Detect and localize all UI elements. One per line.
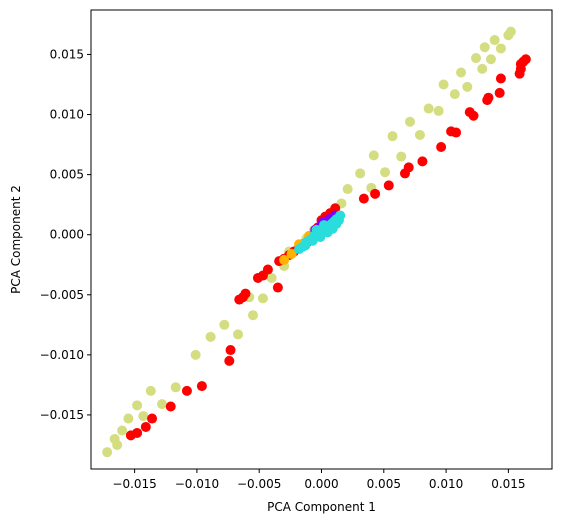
data-point <box>225 345 236 356</box>
x-tick-label: 0.015 <box>491 477 525 491</box>
data-point <box>438 79 449 90</box>
data-point <box>423 103 434 114</box>
data-point <box>433 105 444 116</box>
y-axis-ticks: −0.015 −0.010 −0.005 0.000 0.005 0.010 0.015 <box>40 47 91 422</box>
data-point <box>404 116 415 127</box>
data-point <box>471 53 481 64</box>
data-point <box>387 131 398 142</box>
data-point <box>205 331 216 342</box>
data-point <box>342 184 353 195</box>
data-point <box>396 151 407 162</box>
y-tick-label: 0.010 <box>50 108 84 122</box>
data-point <box>495 43 506 54</box>
data-point <box>157 399 168 410</box>
data-point <box>451 127 462 138</box>
data-point <box>219 319 230 330</box>
data-point <box>307 235 318 246</box>
x-axis-ticks: −0.015 −0.010 −0.005 0.000 0.005 0.010 0.015 <box>112 469 526 491</box>
data-point <box>102 447 113 458</box>
data-point <box>190 349 201 360</box>
data-point <box>383 180 394 191</box>
data-point <box>181 385 192 396</box>
data-point <box>145 385 156 396</box>
x-tick-label: 0.005 <box>367 477 401 491</box>
data-point <box>330 203 341 214</box>
y-axis-label: PCA Component 2 <box>9 185 23 294</box>
data-point <box>286 248 297 259</box>
data-point <box>138 411 149 422</box>
data-point <box>233 329 244 340</box>
data-point <box>355 168 366 179</box>
data-point <box>403 162 414 173</box>
data-point <box>477 63 488 74</box>
y-tick-label: 0.015 <box>50 47 84 61</box>
data-point <box>414 129 425 140</box>
x-tick-label: −0.010 <box>175 477 219 491</box>
data-point <box>380 167 391 178</box>
data-point <box>112 439 123 450</box>
y-tick-label: 0.005 <box>50 168 84 182</box>
data-point <box>262 264 273 275</box>
data-points <box>102 26 531 458</box>
data-point <box>494 87 505 98</box>
y-tick-label: 0.000 <box>50 228 84 242</box>
x-axis-label: PCA Component 1 <box>267 500 376 514</box>
data-point <box>483 92 494 103</box>
data-point <box>257 293 268 304</box>
data-point <box>468 110 479 121</box>
data-point <box>456 67 467 78</box>
x-tick-label: 0.000 <box>304 477 338 491</box>
data-point <box>140 421 151 432</box>
data-point <box>485 54 496 65</box>
data-point <box>196 381 207 392</box>
data-point <box>462 81 473 92</box>
data-point <box>358 193 369 204</box>
y-tick-label: −0.015 <box>40 408 84 422</box>
data-point <box>147 413 158 424</box>
data-point <box>436 141 447 152</box>
data-point <box>311 224 322 235</box>
data-point <box>335 210 346 221</box>
data-point <box>300 240 311 251</box>
data-point <box>132 400 143 411</box>
data-point <box>132 427 143 438</box>
data-point <box>505 26 516 37</box>
data-point <box>165 401 176 412</box>
data-point <box>417 156 428 167</box>
data-point <box>240 288 251 299</box>
data-point <box>279 254 290 265</box>
data-point <box>449 89 460 100</box>
x-tick-label: −0.005 <box>237 477 281 491</box>
y-tick-label: −0.005 <box>40 288 84 302</box>
data-point <box>224 355 235 366</box>
data-point <box>247 310 258 321</box>
data-point <box>117 425 128 436</box>
data-point <box>266 272 277 283</box>
x-tick-label: 0.010 <box>429 477 463 491</box>
data-point <box>272 282 283 293</box>
data-point <box>495 73 506 84</box>
data-point <box>489 35 500 46</box>
y-tick-label: −0.010 <box>40 348 84 362</box>
data-point <box>368 150 379 161</box>
data-point <box>331 218 342 229</box>
data-point <box>370 188 381 199</box>
data-point <box>479 42 490 53</box>
data-point <box>170 382 181 393</box>
x-tick-label: −0.015 <box>112 477 156 491</box>
data-point <box>520 54 531 65</box>
data-point <box>318 220 329 231</box>
data-point <box>123 413 134 424</box>
